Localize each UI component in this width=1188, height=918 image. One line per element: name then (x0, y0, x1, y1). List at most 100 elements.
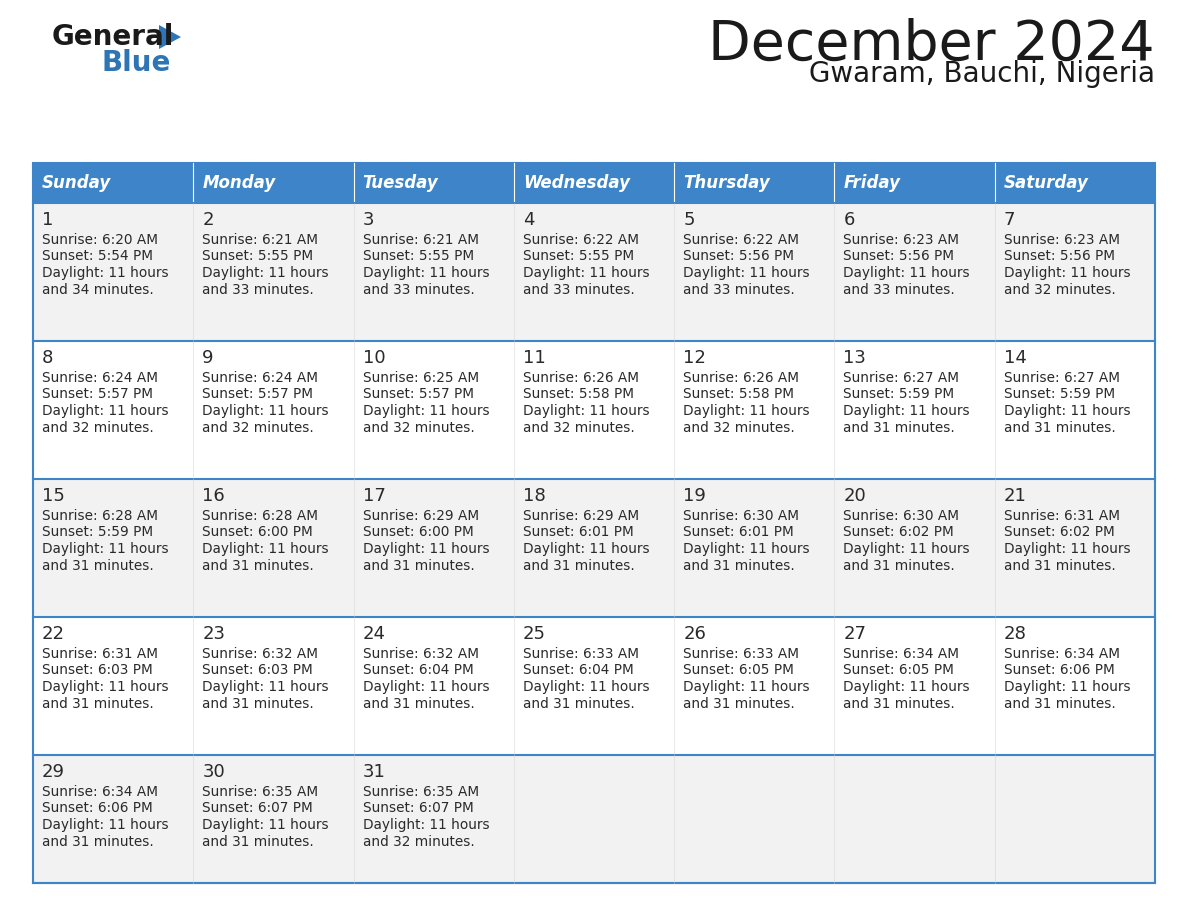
Bar (674, 479, 834, 617)
Text: Sunset: 6:00 PM: Sunset: 6:00 PM (362, 525, 473, 540)
Text: and 33 minutes.: and 33 minutes. (523, 283, 634, 297)
Text: 20: 20 (843, 487, 866, 505)
Text: Sunrise: 6:25 AM: Sunrise: 6:25 AM (362, 371, 479, 385)
Bar (834, 479, 994, 617)
Bar (354, 755, 514, 883)
Text: Sunset: 6:07 PM: Sunset: 6:07 PM (362, 801, 473, 815)
Bar (33, 341, 194, 479)
Bar (674, 617, 834, 755)
Text: 3: 3 (362, 211, 374, 229)
Text: Daylight: 11 hours: Daylight: 11 hours (683, 542, 810, 556)
Bar (674, 163, 834, 203)
Bar (514, 341, 674, 479)
Bar (834, 617, 994, 755)
Text: Daylight: 11 hours: Daylight: 11 hours (683, 404, 810, 418)
Text: 11: 11 (523, 349, 545, 367)
Bar (994, 203, 1155, 341)
Text: December 2024: December 2024 (708, 18, 1155, 72)
Text: Sunrise: 6:27 AM: Sunrise: 6:27 AM (1004, 371, 1120, 385)
Text: Daylight: 11 hours: Daylight: 11 hours (362, 266, 489, 280)
Text: and 31 minutes.: and 31 minutes. (523, 558, 634, 573)
Text: Sunset: 6:01 PM: Sunset: 6:01 PM (523, 525, 633, 540)
Text: and 33 minutes.: and 33 minutes. (202, 283, 314, 297)
Text: Sunset: 5:59 PM: Sunset: 5:59 PM (42, 525, 153, 540)
Text: Sunset: 6:06 PM: Sunset: 6:06 PM (1004, 664, 1114, 677)
Text: and 31 minutes.: and 31 minutes. (523, 697, 634, 711)
Text: Daylight: 11 hours: Daylight: 11 hours (523, 542, 650, 556)
Text: 1: 1 (42, 211, 53, 229)
Text: Sunrise: 6:34 AM: Sunrise: 6:34 AM (1004, 647, 1120, 661)
Text: Daylight: 11 hours: Daylight: 11 hours (843, 542, 971, 556)
Text: Sunrise: 6:26 AM: Sunrise: 6:26 AM (523, 371, 639, 385)
Text: Daylight: 11 hours: Daylight: 11 hours (42, 680, 169, 694)
Text: 12: 12 (683, 349, 706, 367)
Text: and 32 minutes.: and 32 minutes. (362, 834, 474, 848)
Text: and 31 minutes.: and 31 minutes. (42, 558, 153, 573)
Bar (994, 479, 1155, 617)
Text: Daylight: 11 hours: Daylight: 11 hours (42, 818, 169, 832)
Text: Sunrise: 6:22 AM: Sunrise: 6:22 AM (523, 233, 639, 247)
Text: 28: 28 (1004, 625, 1026, 643)
Text: Sunset: 5:58 PM: Sunset: 5:58 PM (523, 387, 634, 401)
Text: Sunset: 5:56 PM: Sunset: 5:56 PM (683, 250, 794, 263)
Text: Daylight: 11 hours: Daylight: 11 hours (202, 266, 329, 280)
Text: 6: 6 (843, 211, 855, 229)
Text: and 31 minutes.: and 31 minutes. (362, 558, 474, 573)
Text: 9: 9 (202, 349, 214, 367)
Text: Sunset: 5:57 PM: Sunset: 5:57 PM (202, 387, 314, 401)
Bar (33, 617, 194, 755)
Text: Daylight: 11 hours: Daylight: 11 hours (843, 680, 971, 694)
Text: Sunrise: 6:35 AM: Sunrise: 6:35 AM (202, 785, 318, 799)
Text: Sunrise: 6:34 AM: Sunrise: 6:34 AM (843, 647, 960, 661)
Text: Sunset: 6:05 PM: Sunset: 6:05 PM (683, 664, 794, 677)
Text: 17: 17 (362, 487, 385, 505)
Bar (33, 479, 194, 617)
Text: 10: 10 (362, 349, 385, 367)
Text: Sunrise: 6:27 AM: Sunrise: 6:27 AM (843, 371, 960, 385)
Text: Wednesday: Wednesday (523, 174, 630, 192)
Bar (514, 163, 674, 203)
Text: 14: 14 (1004, 349, 1026, 367)
Text: and 31 minutes.: and 31 minutes. (683, 697, 795, 711)
Text: Sunrise: 6:31 AM: Sunrise: 6:31 AM (42, 647, 158, 661)
Text: Daylight: 11 hours: Daylight: 11 hours (42, 404, 169, 418)
Bar (194, 163, 354, 203)
Text: and 31 minutes.: and 31 minutes. (843, 558, 955, 573)
Bar (33, 163, 194, 203)
Text: Sunrise: 6:20 AM: Sunrise: 6:20 AM (42, 233, 158, 247)
Bar (354, 163, 514, 203)
Text: Sunset: 5:55 PM: Sunset: 5:55 PM (362, 250, 474, 263)
Text: Thursday: Thursday (683, 174, 770, 192)
Text: 5: 5 (683, 211, 695, 229)
Text: 24: 24 (362, 625, 386, 643)
Text: and 31 minutes.: and 31 minutes. (1004, 558, 1116, 573)
Text: Sunrise: 6:29 AM: Sunrise: 6:29 AM (362, 509, 479, 523)
Text: Sunrise: 6:33 AM: Sunrise: 6:33 AM (683, 647, 800, 661)
Text: Daylight: 11 hours: Daylight: 11 hours (843, 404, 971, 418)
Text: and 32 minutes.: and 32 minutes. (202, 420, 314, 434)
Bar (674, 341, 834, 479)
Bar (194, 617, 354, 755)
Text: Daylight: 11 hours: Daylight: 11 hours (683, 266, 810, 280)
Text: Daylight: 11 hours: Daylight: 11 hours (1004, 266, 1130, 280)
Text: 25: 25 (523, 625, 545, 643)
Text: and 31 minutes.: and 31 minutes. (683, 558, 795, 573)
Text: and 31 minutes.: and 31 minutes. (843, 697, 955, 711)
Text: Sunrise: 6:32 AM: Sunrise: 6:32 AM (202, 647, 318, 661)
Text: Sunset: 5:59 PM: Sunset: 5:59 PM (843, 387, 954, 401)
Text: Sunset: 5:55 PM: Sunset: 5:55 PM (523, 250, 634, 263)
Text: Sunset: 5:57 PM: Sunset: 5:57 PM (362, 387, 474, 401)
Text: Daylight: 11 hours: Daylight: 11 hours (1004, 680, 1130, 694)
Text: Saturday: Saturday (1004, 174, 1088, 192)
Bar (194, 341, 354, 479)
Text: Tuesday: Tuesday (362, 174, 438, 192)
Text: Sunrise: 6:35 AM: Sunrise: 6:35 AM (362, 785, 479, 799)
Polygon shape (159, 25, 181, 49)
Text: 7: 7 (1004, 211, 1016, 229)
Bar (33, 163, 1155, 883)
Text: Sunrise: 6:30 AM: Sunrise: 6:30 AM (683, 509, 800, 523)
Text: Sunset: 6:02 PM: Sunset: 6:02 PM (1004, 525, 1114, 540)
Text: Sunrise: 6:30 AM: Sunrise: 6:30 AM (843, 509, 960, 523)
Text: Sunset: 6:01 PM: Sunset: 6:01 PM (683, 525, 794, 540)
Text: and 31 minutes.: and 31 minutes. (42, 697, 153, 711)
